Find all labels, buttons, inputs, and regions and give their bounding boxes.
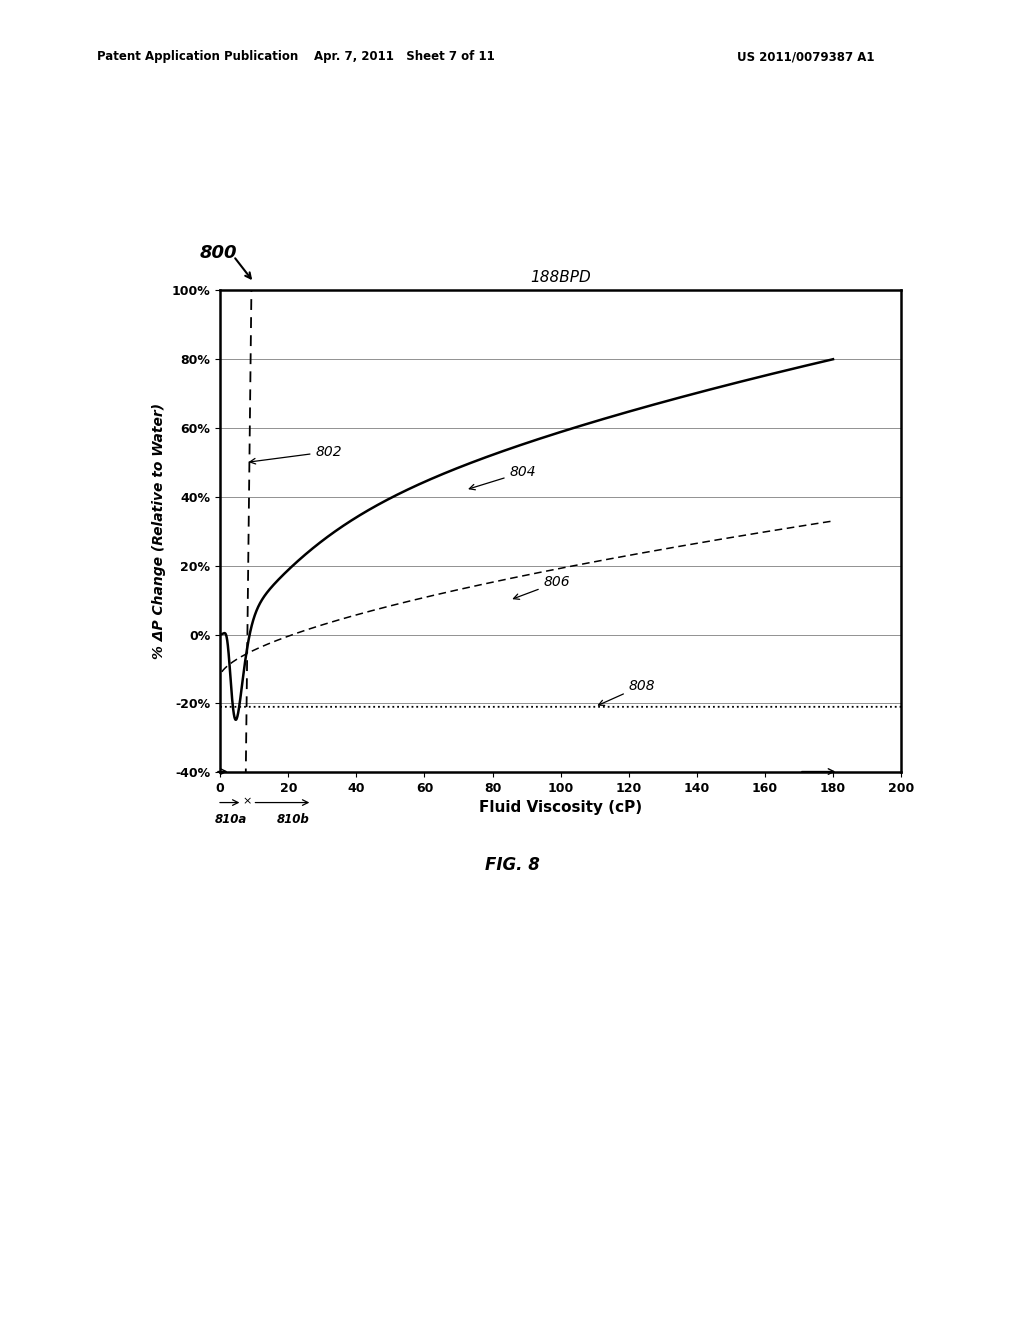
Text: Patent Application Publication: Patent Application Publication — [97, 50, 299, 63]
Text: 802: 802 — [250, 445, 342, 463]
Y-axis label: % ΔP Change (Relative to Water): % ΔP Change (Relative to Water) — [153, 403, 166, 660]
Text: 808: 808 — [598, 678, 655, 705]
Text: ×: × — [243, 796, 252, 807]
Text: 804: 804 — [469, 465, 537, 490]
Text: 810b: 810b — [276, 813, 309, 826]
X-axis label: Fluid Viscosity (cP): Fluid Viscosity (cP) — [479, 800, 642, 816]
Text: FIG. 8: FIG. 8 — [484, 855, 540, 874]
Text: US 2011/0079387 A1: US 2011/0079387 A1 — [737, 50, 874, 63]
Text: 800: 800 — [200, 244, 238, 263]
Text: 806: 806 — [513, 576, 570, 599]
Text: 810a: 810a — [215, 813, 247, 826]
Text: Apr. 7, 2011   Sheet 7 of 11: Apr. 7, 2011 Sheet 7 of 11 — [314, 50, 495, 63]
Title: 188BPD: 188BPD — [530, 271, 591, 285]
